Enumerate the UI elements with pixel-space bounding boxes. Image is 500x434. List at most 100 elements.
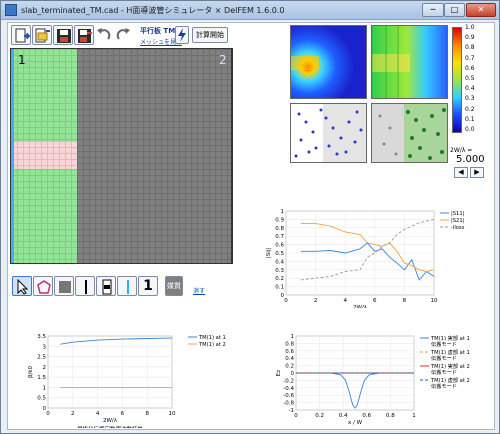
save-button[interactable] [53,25,73,45]
y-tick-label: 2.5 [37,355,46,361]
y-axis-label: |Sij| [266,248,272,258]
legend-entry: TM(1) 虚部 at 1 伝搬モード [430,348,470,362]
x-tick-label: 0.8 [386,413,395,419]
colorbar-tick-label: 0.1 [465,115,475,123]
maximize-button[interactable]: □ [444,3,465,17]
x-axis-label: x / W [348,420,363,426]
colorbar [452,27,462,133]
lightning-icon [178,28,186,42]
client-area: 平行板 TM メッシュを見る 計算開始 1 2 [7,22,495,430]
y-tick-label: 1 [281,209,285,215]
x-tick-label: 10 [431,298,438,304]
mesh-blue-thumbnail[interactable] [290,103,367,163]
x-tick-label: 0.4 [339,413,348,419]
new-file-button[interactable] [11,25,31,45]
field-imag-thumbnail[interactable] [371,25,448,99]
open-file-icon [35,28,50,43]
x-tick-label: 6 [373,298,377,304]
x-tick-label: 2 [314,298,318,304]
window-title: slab_terminated_TM.cad - H面導波管シミュレータ × D… [21,6,285,15]
y-tick-label: -0.6 [283,393,294,399]
select-tool-button[interactable] [12,276,32,296]
plot-area [47,335,173,409]
dielectric-region-pink[interactable] [11,141,77,169]
x-tick-label: 0 [284,298,288,304]
legend-entry: |S21| [451,218,465,224]
y-tick-label: 2 [43,365,47,371]
param-next-button[interactable]: ▶ [470,167,484,178]
save-as-button[interactable] [74,25,94,45]
port-2-label: 2 [219,53,227,67]
legend-entry: TM(1) at 1 [198,335,226,341]
y-tick-label: 0.8 [285,341,294,347]
chart-title: 規格化伝搬定数周波数特性 [77,425,144,428]
new-file-icon [15,28,30,43]
y-tick-label: 0.7 [275,234,284,240]
legend-entry: TM(1) 実部 at 2 伝搬モード [430,362,470,376]
port-1-label: 1 [18,53,26,67]
y-tick-label: 1 [43,385,47,391]
mesh-green-thumbnail[interactable] [371,103,448,163]
fill-rect-tool-button[interactable] [54,276,74,296]
series-line [300,218,435,281]
undo-icon [97,28,111,40]
colorbar-tick-label: 1.0 [465,24,475,31]
y-axis-label: Ez [276,370,282,376]
param-label: 2W/λ = [450,147,473,154]
close-button[interactable]: ✕ [466,3,496,17]
material-button[interactable]: 媒質 [165,276,183,296]
param-prev-button[interactable]: ◀ [454,167,468,178]
polygon-tool-button[interactable] [33,276,53,296]
legend-entry: |S11| [451,211,465,217]
port-1-boundary[interactable] [11,49,14,263]
x-tick-label: 4 [96,411,100,417]
polygon-icon [37,280,51,294]
minimize-button[interactable]: ─ [422,3,444,17]
chart-title: 固有モードEz実部, 虚部の分布 (2W/λ = 5.00) [297,427,413,428]
x-tick-label: 10 [169,411,176,417]
y-tick-label: -0.8 [283,401,294,407]
colorbar-tick-label: 0.5 [465,75,475,82]
port-2-boundary[interactable] [231,49,232,263]
open-file-button[interactable] [32,25,52,45]
vertical-line-icon [85,280,87,294]
lightning-button[interactable] [175,26,189,44]
y-tick-label: 0.6 [285,349,294,355]
mesh-editor-canvas[interactable]: 1 2 [10,48,233,264]
y-tick-label: 0.6 [275,243,284,249]
y-tick-label: 0.5 [37,396,46,402]
undo-button[interactable] [96,26,112,42]
field-real-thumbnail[interactable] [290,25,367,99]
series-line [300,242,435,281]
legend-entry: TM(1) 実部 at 1 伝搬モード [430,334,470,348]
y-tick-label: 0.2 [275,276,284,282]
redo-button[interactable] [115,26,131,42]
y-tick-label: -1 [289,408,294,414]
cyan-line-icon [127,280,129,294]
x-tick-label: 2 [71,411,75,417]
y-tick-label: 0.3 [275,268,284,274]
y-tick-label: 0.4 [285,356,294,362]
x-tick-label: 8 [403,298,407,304]
colorbar-tick-label: 0.9 [465,34,475,42]
title-bar[interactable]: slab_terminated_TM.cad - H面導波管シミュレータ × D… [1,1,499,20]
y-tick-label: 1 [291,334,295,340]
erase-link[interactable]: 消す [193,288,206,295]
colorbar-tick-label: 0.4 [465,85,475,93]
view-mesh-link[interactable]: メッシュを見る [140,39,183,46]
y-tick-label: 0.9 [275,217,284,223]
propagation-chart: 0 0.5 1 1.5 2 2.5 3 3.5 0 2 4 6 8 10 2W/λ規格化伝搬定数周波数特性 β… [28,334,226,428]
line-tool-button[interactable] [75,276,95,296]
x-tick-label: 0 [46,411,50,417]
param-value: 5.000 [456,154,485,165]
port-tool-button[interactable] [96,276,116,296]
start-calculation-button[interactable]: 計算開始 [192,27,228,43]
redo-icon [116,28,130,40]
y-tick-label: 1.5 [37,375,46,381]
boundary-tool-button[interactable] [117,276,137,296]
save-icon [57,29,71,43]
app-icon [5,4,17,16]
port-number-button[interactable]: 1 [138,276,158,296]
legend-entry: TM(1) at 2 [198,342,226,348]
colorbar-tick-label: 0.2 [465,105,475,113]
